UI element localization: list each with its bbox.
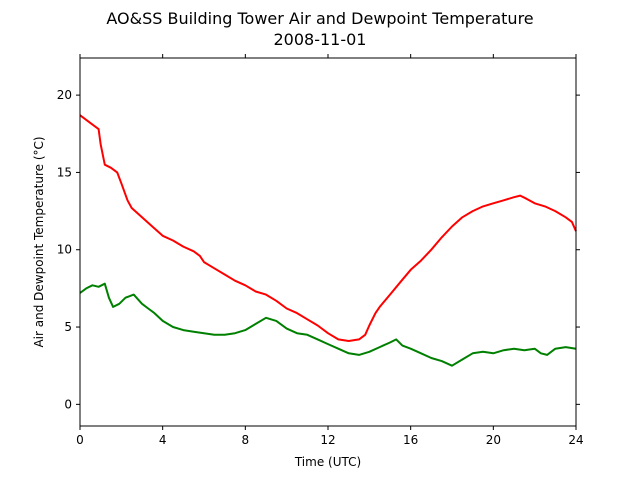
y-tick-label: 10 bbox=[57, 243, 72, 257]
y-tick-label: 15 bbox=[57, 165, 72, 179]
series-line-1 bbox=[79, 282, 577, 367]
x-tick-label: 24 bbox=[568, 433, 583, 447]
x-axis-label: Time (UTC) bbox=[294, 455, 361, 469]
y-tick-label: 0 bbox=[64, 397, 72, 411]
series-lines bbox=[79, 114, 577, 367]
y-tick-label: 20 bbox=[57, 88, 72, 102]
x-tick-label: 16 bbox=[403, 433, 418, 447]
x-tick-label: 20 bbox=[486, 433, 501, 447]
y-tick-label: 5 bbox=[64, 320, 72, 334]
plot-frame bbox=[79, 57, 577, 427]
chart-subtitle: 2008-11-01 bbox=[274, 30, 367, 49]
x-tick-label: 4 bbox=[159, 433, 167, 447]
y-axis-label: Air and Dewpoint Temperature (°C) bbox=[32, 136, 46, 347]
axis-ticks: 0 4 8 12 16 20 24 0 5 10 15 20 bbox=[57, 54, 584, 447]
chart-title: AO&SS Building Tower Air and Dewpoint Te… bbox=[106, 9, 533, 28]
x-tick-label: 8 bbox=[242, 433, 250, 447]
x-tick-label: 0 bbox=[76, 433, 84, 447]
series-line-0 bbox=[79, 114, 577, 342]
x-tick-label: 12 bbox=[320, 433, 335, 447]
